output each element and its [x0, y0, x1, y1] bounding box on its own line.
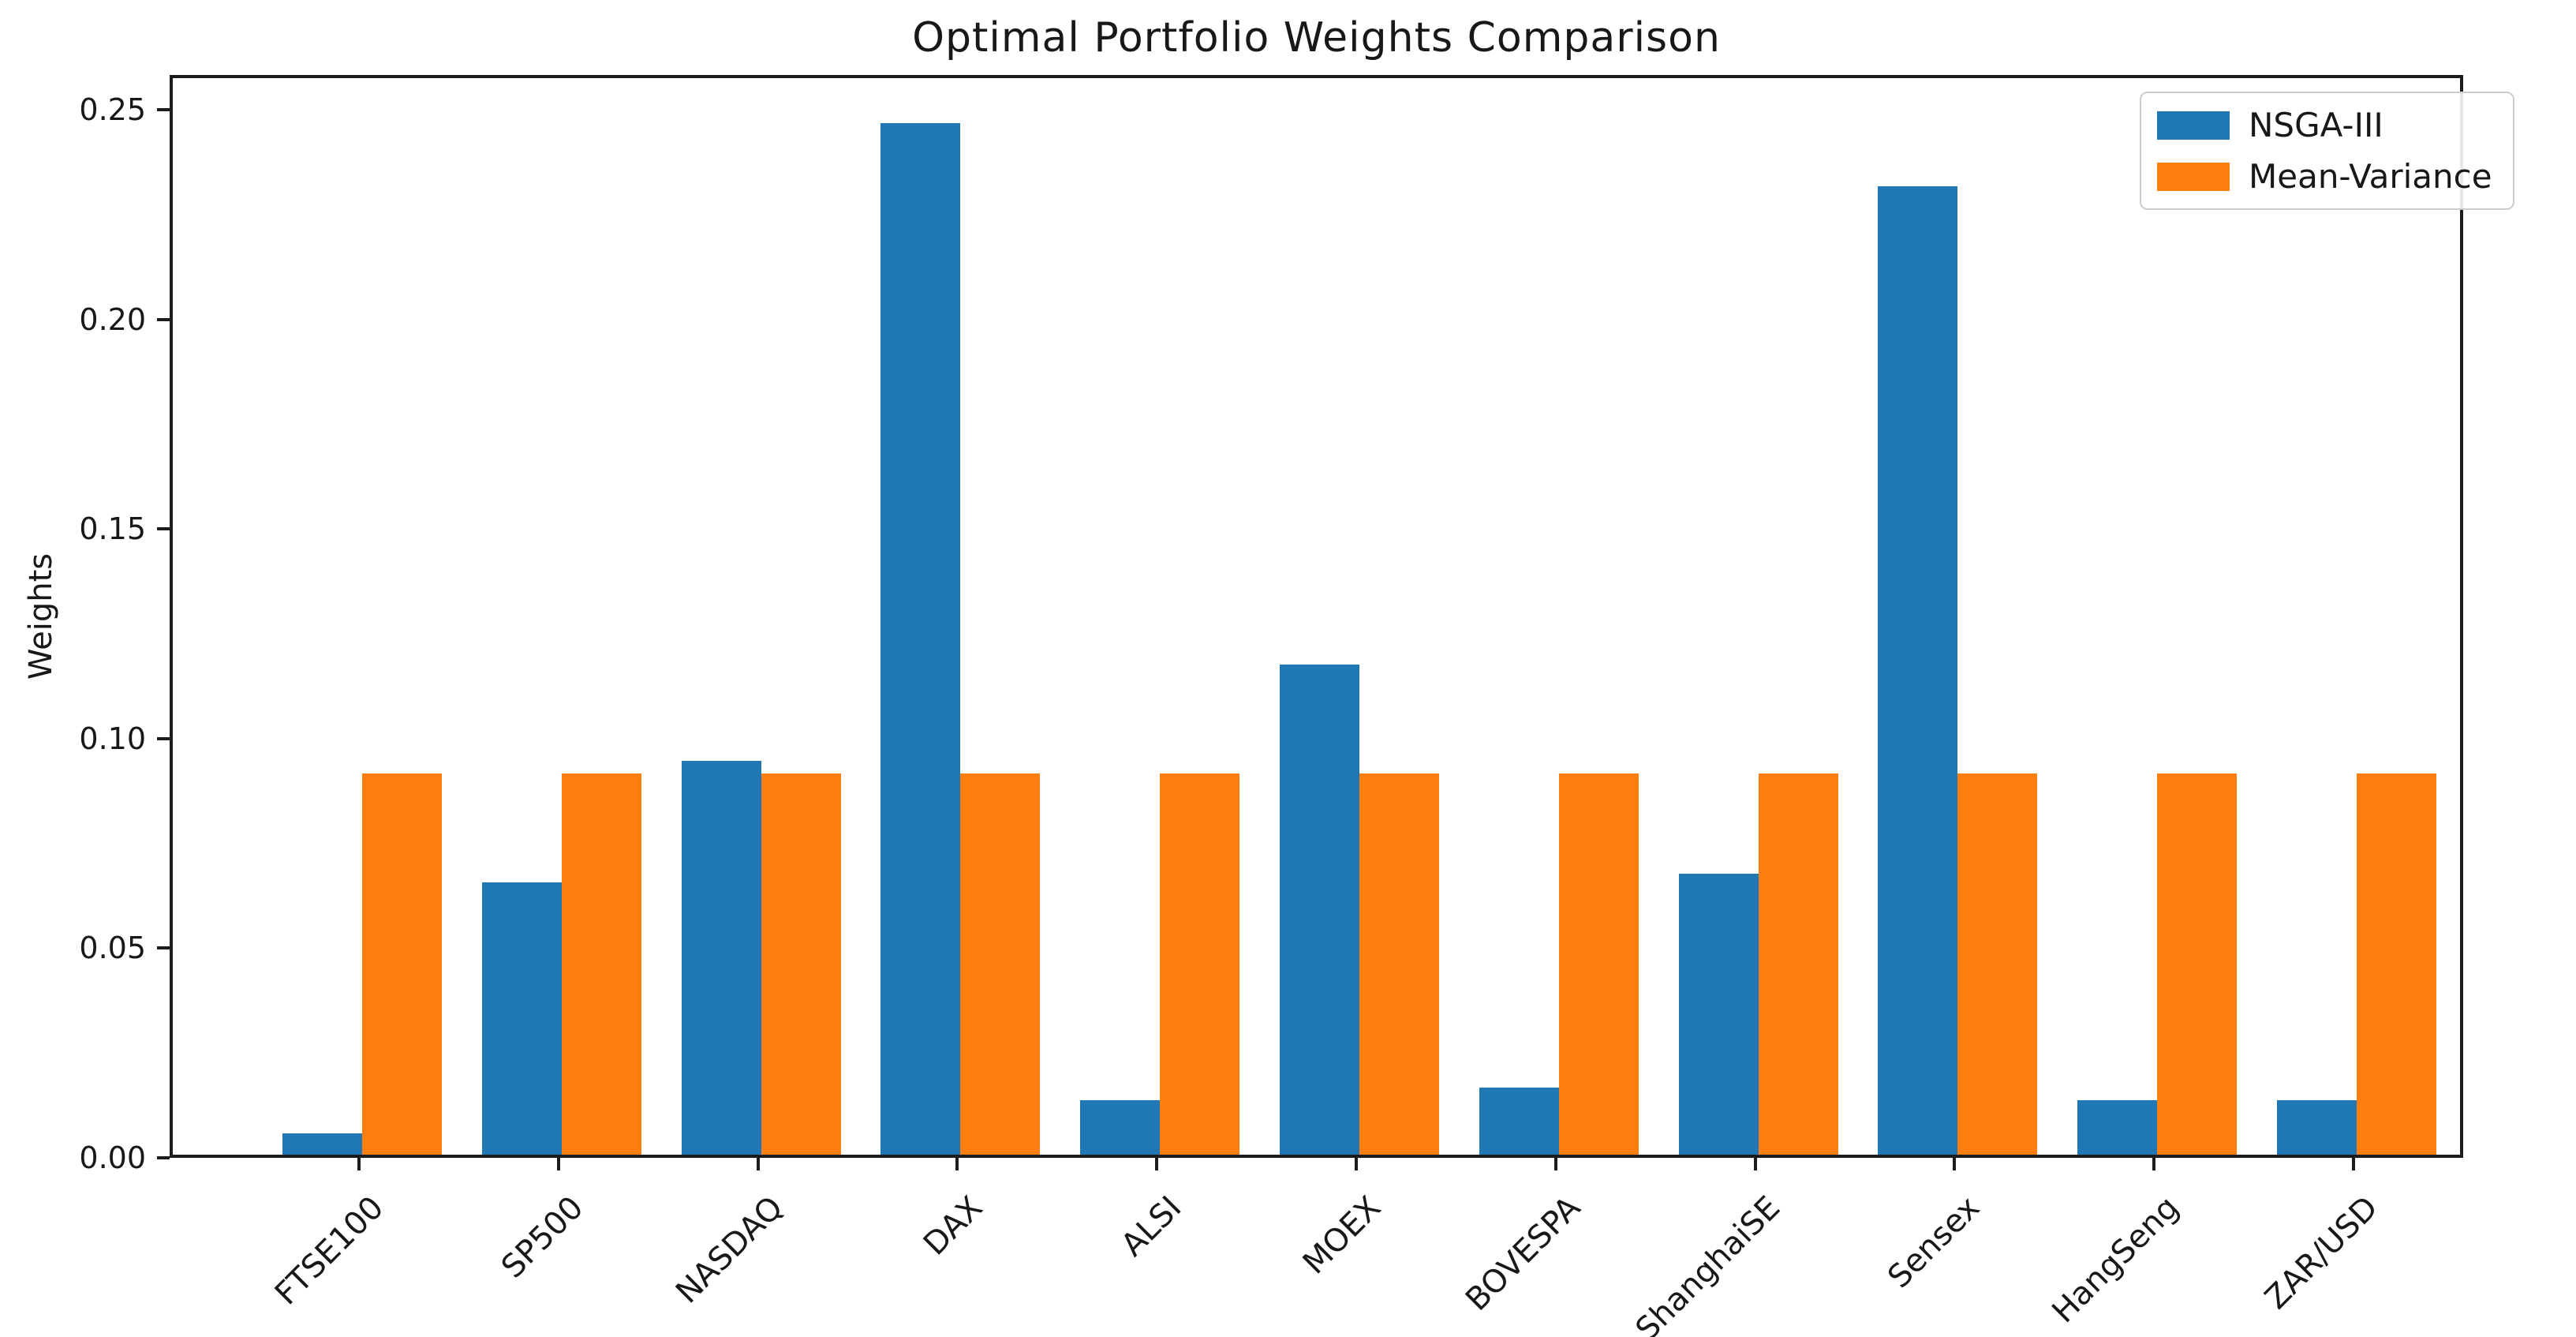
y-tick-mark: [157, 527, 170, 531]
x-tick-mark-hangseng: [2152, 1158, 2156, 1170]
bar-nsga-iii-sensex: [1878, 186, 1958, 1155]
y-tick-label-0.20: 0.20: [79, 301, 146, 337]
bar-mean-variance-shanghaise: [1758, 773, 1838, 1155]
bar-mean-variance-alsi: [1160, 773, 1240, 1155]
bar-nsga-iii-hangseng: [2077, 1100, 2158, 1155]
y-tick-mark: [157, 736, 170, 740]
x-tick-label-nasdaq: NASDAQ: [668, 1189, 791, 1311]
bar-nsga-iii-bovespa: [1479, 1088, 1559, 1155]
bar-mean-variance-zar-usd: [2357, 773, 2436, 1155]
bar-mean-variance-moex: [1359, 773, 1439, 1155]
legend: NSGA-III Mean-Variance: [2140, 92, 2514, 210]
x-tick-mark-zar-usd: [2352, 1158, 2355, 1170]
x-tick-label-alsi: ALSI: [1114, 1189, 1189, 1264]
legend-item-mean-variance: Mean-Variance: [2157, 157, 2492, 196]
bar-mean-variance-sp500: [561, 773, 641, 1155]
x-tick-mark-dax: [955, 1158, 959, 1170]
x-tick-mark-shanghaise: [1753, 1158, 1757, 1170]
bar-mean-variance-bovespa: [1558, 773, 1639, 1155]
bar-nsga-iii-nasdaq: [681, 761, 761, 1155]
y-tick-label-0.25: 0.25: [79, 92, 146, 128]
legend-swatch-nsga-iii: [2157, 110, 2230, 140]
bar-nsga-iii-sp500: [481, 882, 562, 1155]
y-tick-label-0.00: 0.00: [79, 1140, 146, 1175]
legend-swatch-mean-variance: [2157, 162, 2230, 191]
x-tick-label-bovespa: BOVESPA: [1459, 1189, 1588, 1318]
bar-mean-variance-dax: [960, 773, 1041, 1155]
bar-nsga-iii-zar-usd: [2277, 1100, 2357, 1155]
bar-mean-variance-sensex: [1957, 773, 2038, 1155]
x-tick-mark-nasdaq: [756, 1158, 760, 1170]
x-tick-label-sensex: Sensex: [1880, 1189, 1987, 1296]
y-tick-mark: [157, 946, 170, 950]
bar-nsga-iii-dax: [880, 123, 961, 1155]
bar-nsga-iii-shanghaise: [1678, 874, 1759, 1155]
x-tick-label-sp500: SP500: [494, 1189, 591, 1286]
legend-item-nsga-iii: NSGA-III: [2157, 106, 2492, 144]
bar-nsga-iii-ftse100: [282, 1133, 362, 1155]
x-tick-label-zar-usd: ZAR/USD: [2258, 1189, 2386, 1316]
bar-mean-variance-nasdaq: [761, 773, 841, 1155]
y-tick-mark: [157, 1156, 170, 1159]
x-tick-mark-sp500: [556, 1158, 560, 1170]
plot-area: [170, 75, 2463, 1158]
chart-title: Optimal Portfolio Weights Comparison: [912, 14, 1721, 62]
x-tick-mark-moex: [1355, 1158, 1358, 1170]
legend-label-mean-variance: Mean-Variance: [2249, 157, 2492, 196]
bar-nsga-iii-moex: [1280, 665, 1359, 1155]
x-tick-label-hangseng: HangSeng: [2045, 1189, 2186, 1331]
x-tick-mark-sensex: [1953, 1158, 1957, 1170]
x-tick-label-dax: DAX: [916, 1189, 989, 1263]
y-tick-mark: [157, 317, 170, 321]
y-tick-mark: [157, 108, 170, 112]
x-tick-mark-alsi: [1155, 1158, 1159, 1170]
bar-nsga-iii-alsi: [1080, 1100, 1161, 1155]
x-tick-mark-ftse100: [357, 1158, 361, 1170]
x-tick-mark-bovespa: [1553, 1158, 1557, 1170]
x-tick-label-moex: MOEX: [1296, 1189, 1389, 1282]
y-tick-label-0.15: 0.15: [79, 511, 146, 547]
bar-mean-variance-hangseng: [2157, 773, 2238, 1155]
x-tick-label-shanghaise: ShanghaiSE: [1628, 1189, 1788, 1337]
y-tick-label-0.10: 0.10: [79, 721, 146, 756]
bar-mean-variance-ftse100: [362, 773, 442, 1155]
legend-label-nsga-iii: NSGA-III: [2249, 106, 2383, 144]
y-tick-label-0.05: 0.05: [79, 931, 146, 966]
x-tick-label-ftse100: FTSE100: [268, 1189, 391, 1313]
